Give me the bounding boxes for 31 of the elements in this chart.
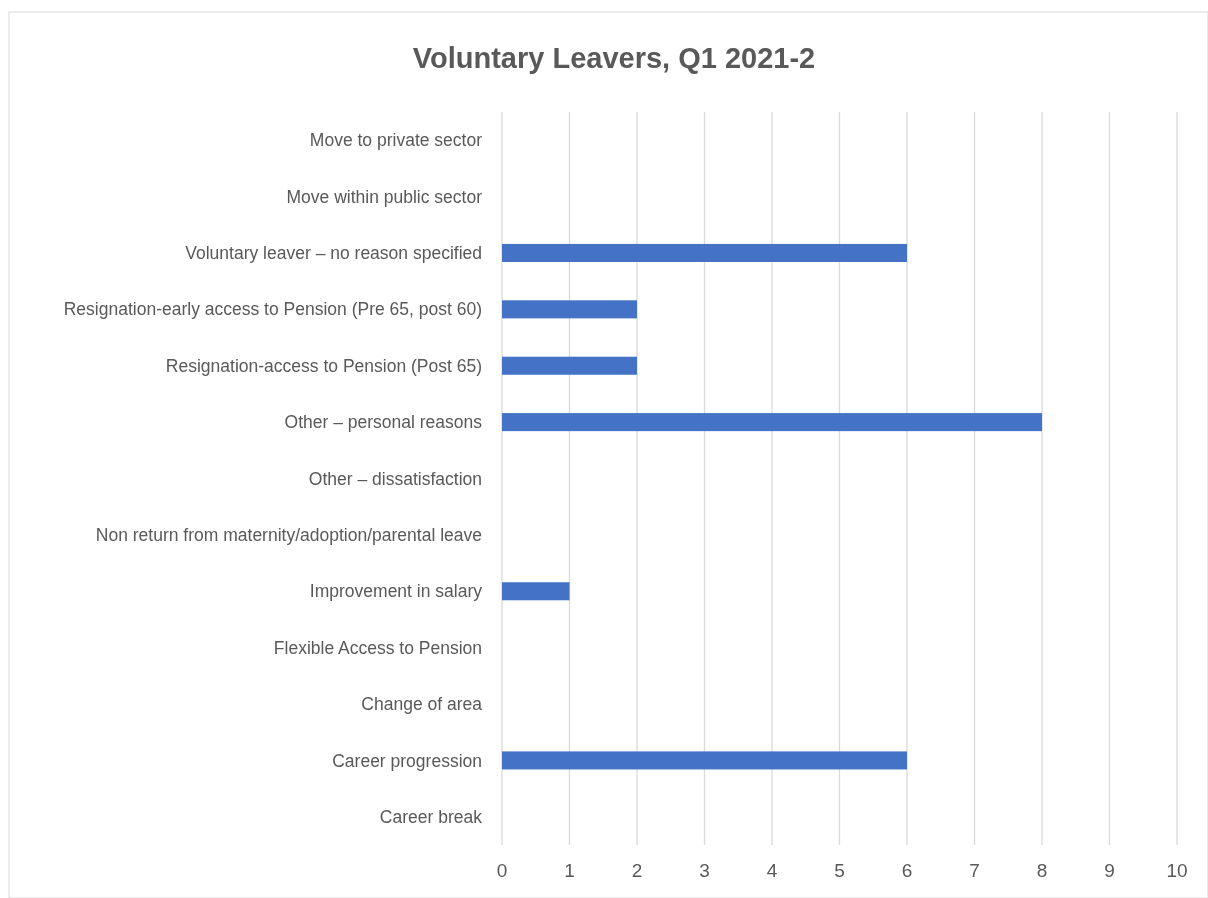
x-tick-label: 2 [631, 860, 643, 881]
y-tick-label: Voluntary leaver – no reason specified [185, 243, 482, 264]
x-tick-label: 1 [564, 860, 575, 881]
y-tick-label: Career progression [332, 750, 482, 771]
x-tick-label: 10 [1166, 860, 1188, 881]
x-tick-label: 4 [766, 860, 778, 881]
y-tick-label: Resignation-early access to Pension (Pre 65, post 60) [63, 299, 482, 320]
bar [502, 582, 570, 601]
y-tick-label: Resignation-access to Pension (Post 65) [165, 355, 482, 376]
x-tick-label: 7 [969, 860, 980, 881]
x-tick-label: 9 [1104, 860, 1115, 881]
x-tick-label: 6 [901, 860, 913, 881]
x-tick-label: 3 [699, 860, 710, 881]
bar [502, 356, 637, 375]
x-tick-label: 5 [834, 860, 845, 881]
y-tick-label: Other – personal reasons [284, 412, 483, 433]
y-tick-label: Move within public sector [286, 186, 483, 207]
y-tick-label: Career break [379, 806, 483, 827]
bar [502, 243, 907, 262]
bar [502, 413, 1042, 432]
y-tick-label: Improvement in salary [309, 581, 483, 602]
y-tick-label: Other – dissatisfaction [308, 468, 482, 489]
y-tick-label: Flexible Access to Pension [273, 637, 482, 658]
y-tick-label: Change of area [361, 694, 483, 715]
y-tick-label: Non return from maternity/adoption/parental leave [95, 525, 482, 546]
x-tick-label: 0 [496, 860, 508, 881]
chart-title: Voluntary Leavers, Q1 2021-2 [412, 42, 816, 74]
bar [502, 300, 637, 319]
y-tick-label: Move to private sector [309, 130, 483, 151]
bar [502, 751, 907, 770]
x-tick-label: 8 [1036, 860, 1048, 881]
